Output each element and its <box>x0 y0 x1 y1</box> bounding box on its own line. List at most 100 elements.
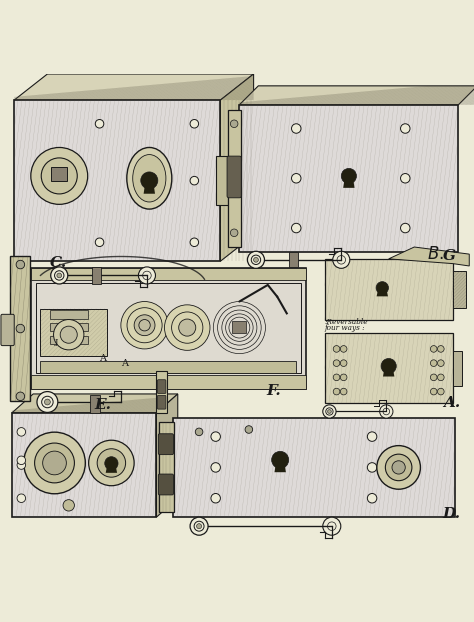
Text: $\mathit{B}.$: $\mathit{B}.$ <box>427 246 444 263</box>
Circle shape <box>194 521 204 531</box>
Circle shape <box>367 432 377 442</box>
Circle shape <box>328 410 331 414</box>
Bar <box>453 271 466 308</box>
Polygon shape <box>274 460 286 472</box>
Bar <box>173 417 455 517</box>
Polygon shape <box>220 74 254 261</box>
Bar <box>232 322 246 333</box>
Circle shape <box>333 360 340 366</box>
Circle shape <box>105 457 118 470</box>
FancyBboxPatch shape <box>157 379 166 394</box>
Circle shape <box>138 267 155 284</box>
Bar <box>228 109 241 247</box>
FancyBboxPatch shape <box>158 474 173 495</box>
Circle shape <box>17 456 26 465</box>
Circle shape <box>401 174 410 183</box>
Circle shape <box>197 524 201 529</box>
Bar <box>10 256 30 401</box>
Bar <box>239 105 458 252</box>
Text: G: G <box>443 249 456 263</box>
Circle shape <box>340 374 347 381</box>
Circle shape <box>95 238 104 246</box>
Circle shape <box>95 119 104 128</box>
Ellipse shape <box>133 155 166 202</box>
Polygon shape <box>14 74 254 100</box>
Circle shape <box>245 425 253 434</box>
Circle shape <box>430 346 437 352</box>
Circle shape <box>16 324 25 333</box>
Polygon shape <box>12 394 178 413</box>
Circle shape <box>37 392 58 412</box>
Circle shape <box>211 463 220 472</box>
Circle shape <box>430 388 437 395</box>
Circle shape <box>438 360 444 366</box>
Circle shape <box>367 463 377 472</box>
Text: four ways :: four ways : <box>325 324 365 332</box>
Polygon shape <box>383 366 394 376</box>
Circle shape <box>385 454 412 481</box>
Circle shape <box>43 451 66 475</box>
Polygon shape <box>343 176 355 188</box>
Bar <box>156 371 167 413</box>
Circle shape <box>401 223 410 233</box>
Circle shape <box>45 399 50 405</box>
Circle shape <box>251 255 261 264</box>
Bar <box>40 309 107 356</box>
Circle shape <box>51 267 68 284</box>
Text: F.: F. <box>266 384 281 398</box>
Circle shape <box>438 346 444 352</box>
Bar <box>50 336 88 344</box>
Circle shape <box>381 358 396 374</box>
FancyBboxPatch shape <box>1 314 14 346</box>
Circle shape <box>141 172 158 189</box>
Circle shape <box>247 251 264 268</box>
Circle shape <box>16 260 25 269</box>
Circle shape <box>323 517 341 535</box>
Circle shape <box>333 346 340 352</box>
Circle shape <box>383 408 390 415</box>
FancyBboxPatch shape <box>227 156 241 198</box>
Text: D.: D. <box>443 507 461 521</box>
Circle shape <box>230 229 238 236</box>
Circle shape <box>430 360 437 366</box>
Circle shape <box>57 273 62 278</box>
Circle shape <box>172 312 203 343</box>
Circle shape <box>341 169 356 183</box>
Circle shape <box>190 517 208 535</box>
Circle shape <box>35 443 74 483</box>
Circle shape <box>272 452 289 468</box>
Bar <box>50 323 88 332</box>
Circle shape <box>190 177 199 185</box>
Circle shape <box>292 124 301 133</box>
Circle shape <box>164 305 210 350</box>
Circle shape <box>17 494 26 503</box>
Circle shape <box>340 388 347 395</box>
Circle shape <box>337 256 346 264</box>
Circle shape <box>333 388 340 395</box>
Circle shape <box>401 124 410 133</box>
Circle shape <box>333 251 350 268</box>
Circle shape <box>340 346 347 352</box>
Circle shape <box>376 282 389 294</box>
Bar <box>90 395 100 413</box>
Polygon shape <box>156 394 178 517</box>
Bar <box>325 259 453 320</box>
Bar <box>36 282 301 373</box>
Bar <box>31 268 306 389</box>
Bar <box>325 333 453 404</box>
Circle shape <box>41 158 77 194</box>
Bar <box>12 413 156 517</box>
Text: E.: E. <box>95 398 112 412</box>
Circle shape <box>89 440 134 486</box>
Polygon shape <box>389 247 469 266</box>
Circle shape <box>190 119 199 128</box>
Text: J: J <box>55 338 58 346</box>
Bar <box>50 310 88 318</box>
Circle shape <box>16 392 25 401</box>
Circle shape <box>328 522 336 531</box>
Bar <box>92 267 101 284</box>
Text: A: A <box>100 354 107 363</box>
Circle shape <box>17 427 26 436</box>
Circle shape <box>438 388 444 395</box>
Bar <box>159 422 174 513</box>
